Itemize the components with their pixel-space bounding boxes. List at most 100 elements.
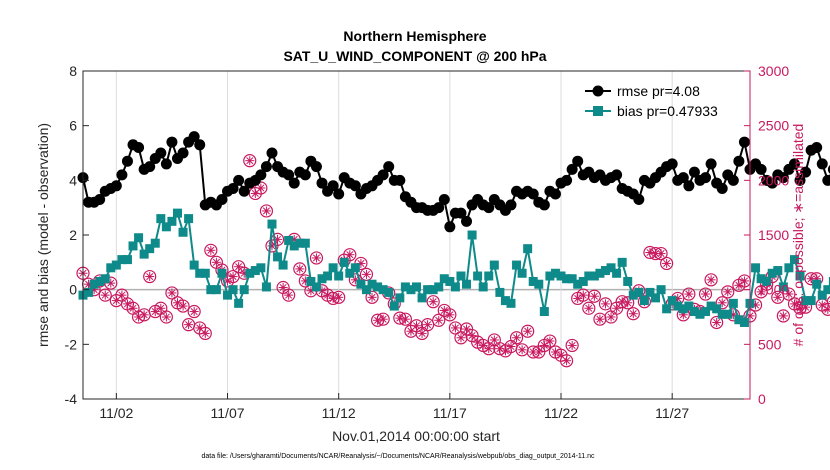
- y-axis-right: 0 500 1000 1500 2000 2500 3000: [744, 63, 789, 407]
- bias-point: [395, 293, 405, 303]
- bias-point: [684, 301, 694, 311]
- x-tick-label: 11/07: [211, 405, 245, 421]
- obs-assimilated-point: [284, 290, 294, 300]
- bias-point: [489, 260, 499, 270]
- obs-assimilated-point: [434, 315, 444, 325]
- obs-assimilated-point: [428, 297, 438, 307]
- rmse-point: [566, 163, 578, 175]
- obs-possible-point: [509, 331, 524, 345]
- obs-assimilated-point: [311, 253, 321, 263]
- asterisk-stroke: [318, 287, 326, 295]
- asterisk-stroke: [590, 292, 598, 300]
- obs-assimilated-point: [528, 347, 538, 357]
- asterisk-stroke: [257, 184, 265, 192]
- obs-possible-point: [165, 286, 179, 300]
- chart-title: Northern Hemisphere: [343, 28, 486, 44]
- asterisk-stroke: [429, 298, 437, 306]
- bias-point: [778, 282, 788, 292]
- bias-point: [801, 296, 811, 306]
- asterisk-stroke: [118, 291, 126, 299]
- rmse-point: [266, 147, 278, 159]
- obs-assimilated-point: [645, 247, 655, 257]
- bias-point: [667, 296, 677, 306]
- obs-assimilated-point: [612, 303, 622, 313]
- bias-point: [534, 279, 544, 289]
- plot-area: [83, 71, 750, 399]
- obs-possible-point: [521, 324, 535, 338]
- x-tick-label: 11/12: [322, 405, 356, 421]
- bias-point: [217, 268, 227, 278]
- bias-point: [651, 293, 661, 303]
- rmse-point: [121, 155, 133, 167]
- bias-point: [562, 274, 572, 284]
- legend-bias-marker: [593, 106, 603, 116]
- obs-assimilated-point: [128, 303, 138, 313]
- asterisk-stroke: [646, 248, 654, 257]
- asterisk-stroke: [251, 189, 259, 197]
- asterisk-stroke: [457, 334, 465, 342]
- bias-point: [317, 274, 327, 284]
- asterisk-stroke: [596, 315, 604, 323]
- obs-assimilated-point: [406, 326, 416, 336]
- obs-assimilated-point: [628, 309, 638, 319]
- bias-point: [634, 287, 644, 297]
- asterisk-stroke: [607, 313, 615, 321]
- bias-point: [339, 257, 349, 267]
- obs-assimilated-point: [600, 299, 610, 309]
- bias-point: [456, 271, 466, 281]
- bias-point: [823, 285, 830, 295]
- bias-point: [689, 307, 699, 317]
- obs-assimilated-point: [172, 298, 182, 308]
- asterisk-stroke: [540, 341, 548, 349]
- bias-point: [739, 317, 749, 327]
- bias-point: [445, 276, 455, 286]
- rmse-point: [238, 185, 250, 197]
- asterisk-stroke: [196, 324, 204, 332]
- asterisk-stroke: [557, 351, 565, 359]
- bias-point: [545, 271, 555, 281]
- rmse-point: [255, 169, 267, 181]
- obs-assimilated-point: [100, 290, 110, 300]
- bias-point: [278, 260, 288, 270]
- obs-assimilated-point: [651, 249, 661, 259]
- obs-assimilated-point: [473, 337, 483, 347]
- obs-possible-point: [826, 296, 830, 308]
- bias-point: [600, 266, 610, 276]
- rmse-point: [438, 193, 450, 205]
- bias-point: [172, 208, 182, 218]
- obs-assimilated-point: [484, 344, 494, 354]
- asterisk-stroke: [179, 302, 187, 310]
- bias-point: [211, 285, 221, 295]
- obs-possible-point: [426, 295, 440, 309]
- obs-assimilated-point: [584, 303, 594, 313]
- rmse-point: [160, 158, 172, 170]
- x-tick-label: 11/22: [544, 405, 578, 421]
- asterisk-stroke: [546, 337, 554, 345]
- obs-assimilated-point: [739, 276, 749, 286]
- bias-point: [350, 263, 360, 273]
- y-tick-label: 6: [69, 118, 77, 134]
- obs-assimilated-point: [534, 347, 544, 357]
- y-tick-label: 4: [69, 172, 77, 188]
- obs-possible-point: [637, 295, 651, 309]
- asterisk-stroke: [601, 300, 610, 308]
- asterisk-stroke: [435, 316, 443, 324]
- bias-point: [556, 271, 566, 281]
- bias-point: [373, 282, 383, 292]
- obs-possible-point: [660, 256, 674, 271]
- asterisk-stroke: [201, 329, 209, 337]
- bias-point: [828, 276, 830, 286]
- obs-possible-point: [626, 307, 640, 321]
- obs-assimilated-point: [573, 293, 583, 303]
- data-file-footer: data file: /Users/gharamti/Documents/NCA…: [201, 453, 595, 460]
- asterisk-stroke: [168, 289, 176, 297]
- obs-assimilated-point: [156, 303, 166, 313]
- asterisk-stroke: [618, 298, 626, 306]
- bias-point: [789, 255, 799, 265]
- rmse-point: [633, 193, 645, 205]
- bias-point: [156, 214, 166, 224]
- obs-assimilated-point: [450, 323, 460, 333]
- rmse-point: [144, 161, 156, 173]
- obs-assimilated-point: [817, 300, 827, 310]
- asterisk-stroke: [296, 265, 304, 273]
